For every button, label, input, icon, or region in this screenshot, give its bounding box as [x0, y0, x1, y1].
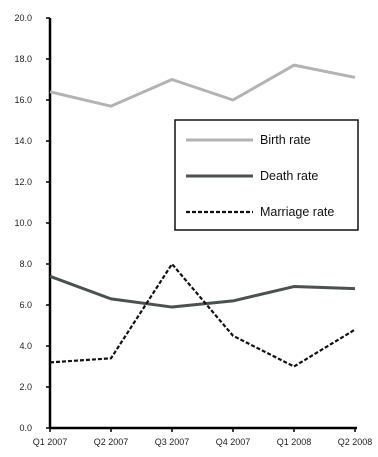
y-tick-label: 10.0 [14, 218, 32, 228]
y-tick-label: 18.0 [14, 54, 32, 64]
legend-label: Death rate [260, 169, 318, 183]
x-tick-label: Q4 2007 [216, 437, 251, 447]
y-tick-label: 2.0 [19, 382, 32, 392]
x-tick-label: Q3 2007 [155, 437, 190, 447]
y-tick-label: 6.0 [19, 300, 32, 310]
series-line-marriage-rate [49, 262, 356, 368]
y-tick-label: 14.0 [14, 136, 32, 146]
axes: 0.0 2.0 4.0 6.0 8.0 10.0 12.0 14.0 16.0 18.0 20.0 Q… [14, 13, 372, 447]
series-layer [49, 63, 356, 368]
series-line-death-rate [49, 274, 356, 309]
y-tick-label: 0.0 [19, 423, 32, 433]
legend: Birth rate Death rate Marriage rate [174, 119, 359, 231]
x-tick-label: Q2 2007 [94, 437, 129, 447]
series-line-birth-rate [49, 63, 356, 108]
legend-label: Marriage rate [260, 205, 334, 219]
y-tick-label: 12.0 [14, 177, 32, 187]
x-tick-label: Q2 2008 [338, 437, 373, 447]
legend-label: Birth rate [260, 133, 311, 147]
x-tick-label: Q1 2007 [33, 437, 68, 447]
x-tick-label: Q1 2008 [277, 437, 312, 447]
y-tick-label: 16.0 [14, 95, 32, 105]
y-tick-label: 20.0 [14, 13, 32, 23]
y-tick-label: 4.0 [19, 341, 32, 351]
y-tick-label: 8.0 [19, 259, 32, 269]
